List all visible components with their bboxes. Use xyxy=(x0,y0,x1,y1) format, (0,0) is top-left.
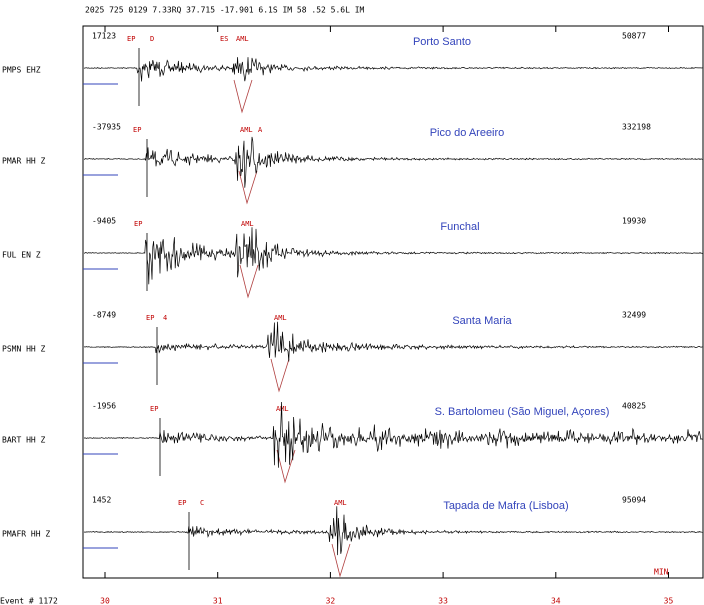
phase-pick: AML xyxy=(276,405,289,413)
x-axis-label: 31 xyxy=(213,597,223,605)
min-count: -8749 xyxy=(92,311,116,320)
min-count: -1956 xyxy=(92,402,116,411)
station-label: PSMN HH Z xyxy=(2,345,46,354)
phase-pick: AML xyxy=(240,126,253,134)
phase-pick: EP xyxy=(127,35,135,43)
amp-mark xyxy=(270,358,290,393)
station-name: Tapada de Mafra (Lisboa) xyxy=(443,500,568,512)
waveform xyxy=(83,506,703,556)
amp-mark xyxy=(276,449,296,484)
station-label: PMAFR HH Z xyxy=(2,530,50,539)
amp-mark xyxy=(331,543,351,578)
phase-pick: ES xyxy=(220,35,228,43)
phase-pick: A xyxy=(258,126,263,134)
phase-pick: EP xyxy=(134,220,142,228)
waveform xyxy=(83,136,703,188)
unit-label: MIN xyxy=(654,568,669,577)
waveform xyxy=(83,321,703,362)
max-count: 50877 xyxy=(622,32,646,41)
phase-pick: EP xyxy=(178,499,186,507)
phase-pick: AML xyxy=(334,499,347,507)
min-count: -9405 xyxy=(92,217,116,226)
phase-pick: EP xyxy=(133,126,141,134)
waveform xyxy=(84,227,703,285)
max-count: 95094 xyxy=(622,496,646,505)
station-name: Santa Maria xyxy=(452,315,512,327)
amp-mark xyxy=(233,79,253,114)
min-count: -37935 xyxy=(92,123,121,132)
min-count: 1452 xyxy=(92,496,111,505)
phase-pick: 4 xyxy=(163,314,167,322)
station-name: Funchal xyxy=(440,221,479,233)
x-axis-label: 32 xyxy=(326,597,336,605)
footer: Event # 1172 xyxy=(0,597,58,605)
station-name: Porto Santo xyxy=(413,36,471,48)
max-count: 332198 xyxy=(622,123,651,132)
amp-mark xyxy=(239,264,259,299)
station-name: S. Bartolomeu (São Miguel, Açores) xyxy=(435,406,610,418)
max-count: 40825 xyxy=(622,402,646,411)
x-axis-label: 35 xyxy=(664,597,674,605)
x-axis-label: 30 xyxy=(100,597,110,605)
phase-pick: AML xyxy=(236,35,249,43)
waveform xyxy=(83,57,703,82)
station-label: PMAR HH Z xyxy=(2,157,46,166)
phase-pick: AML xyxy=(274,314,287,322)
phase-pick: AML xyxy=(241,220,254,228)
amp-mark xyxy=(238,170,258,205)
phase-pick: EP xyxy=(150,405,158,413)
waveform xyxy=(83,401,703,468)
header: 2025 725 0129 7.33RQ 37.715 -17.901 6.1S… xyxy=(85,6,365,15)
plot-frame xyxy=(82,25,704,579)
max-count: 32499 xyxy=(622,311,646,320)
phase-pick: D xyxy=(150,35,154,43)
station-label: FUL EN Z xyxy=(2,251,41,260)
station-label: PMPS EHZ xyxy=(2,66,41,75)
x-axis-label: 33 xyxy=(438,597,448,605)
station-name: Pico do Areeiro xyxy=(430,127,505,139)
station-label: BART HH Z xyxy=(2,436,46,445)
phase-pick: C xyxy=(200,499,204,507)
max-count: 19930 xyxy=(622,217,646,226)
min-count: 17123 xyxy=(92,32,116,41)
phase-pick: EP xyxy=(146,314,154,322)
x-axis-label: 34 xyxy=(551,597,561,605)
